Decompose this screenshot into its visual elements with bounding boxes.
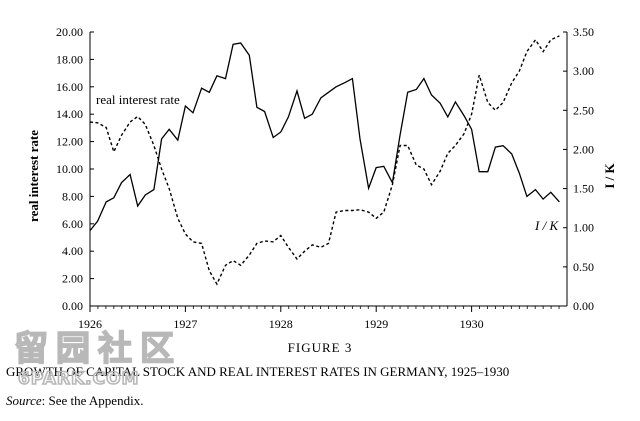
y-left-tick-label: 14.00	[56, 107, 83, 121]
y-left-tick-label: 16.00	[56, 80, 83, 94]
y-left-tick-label: 6.00	[62, 217, 83, 231]
y-left-tick-label: 10.00	[56, 162, 83, 176]
y-right-tick-label: 1.00	[573, 221, 594, 235]
figure-title: GROWTH OF CAPITAL STOCK AND REAL INTERES…	[6, 364, 510, 379]
y-axis-right-label: I / K	[602, 162, 617, 188]
series-line-i-k	[89, 35, 560, 286]
x-tick-label: 1926	[78, 317, 102, 331]
y-left-tick-label: 18.00	[56, 52, 83, 66]
figure-source: Source: See the Appendix.	[6, 393, 143, 409]
figure-number: FIGURE 3	[287, 340, 353, 355]
y-left-tick-label: 4.00	[62, 244, 83, 258]
x-tick-label: 1927	[173, 317, 197, 331]
y-left-tick-label: 8.00	[62, 189, 83, 203]
y-left-tick-label: 2.00	[62, 272, 83, 286]
y-left-tick-label: 0.00	[62, 299, 83, 313]
series-label-real-interest-rate: real interest rate	[96, 92, 180, 107]
y-right-tick-label: 1.50	[573, 182, 594, 196]
series-group	[89, 35, 560, 286]
chart: real interest rate I / K real interest r…	[26, 25, 617, 331]
source-label: Source	[6, 393, 42, 408]
y-right-tick-label: 3.00	[573, 64, 594, 78]
y-right-tick-label: 3.50	[573, 25, 594, 39]
y-right-tick-label: 0.00	[573, 299, 594, 313]
x-tick-label: 1929	[364, 317, 388, 331]
y-right-tick-label: 0.50	[573, 260, 594, 274]
y-right-tick-label: 2.50	[573, 103, 594, 117]
series-label-i-k: I / K	[534, 218, 559, 233]
x-tick-label: 1930	[460, 317, 484, 331]
series-line-real-interest-rate	[89, 42, 560, 232]
y-axis-left-label: real interest rate	[26, 130, 41, 222]
source-text: : See the Appendix.	[41, 393, 144, 408]
axes: 0.00 2.00 4.00 6.00 8.00 10.00 12.00 14.00 16.00…	[56, 25, 594, 331]
y-left-tick-label: 12.00	[56, 135, 83, 149]
x-tick-label: 1928	[269, 317, 293, 331]
y-left-tick-label: 20.00	[56, 25, 83, 39]
y-right-tick-label: 2.00	[573, 142, 594, 156]
